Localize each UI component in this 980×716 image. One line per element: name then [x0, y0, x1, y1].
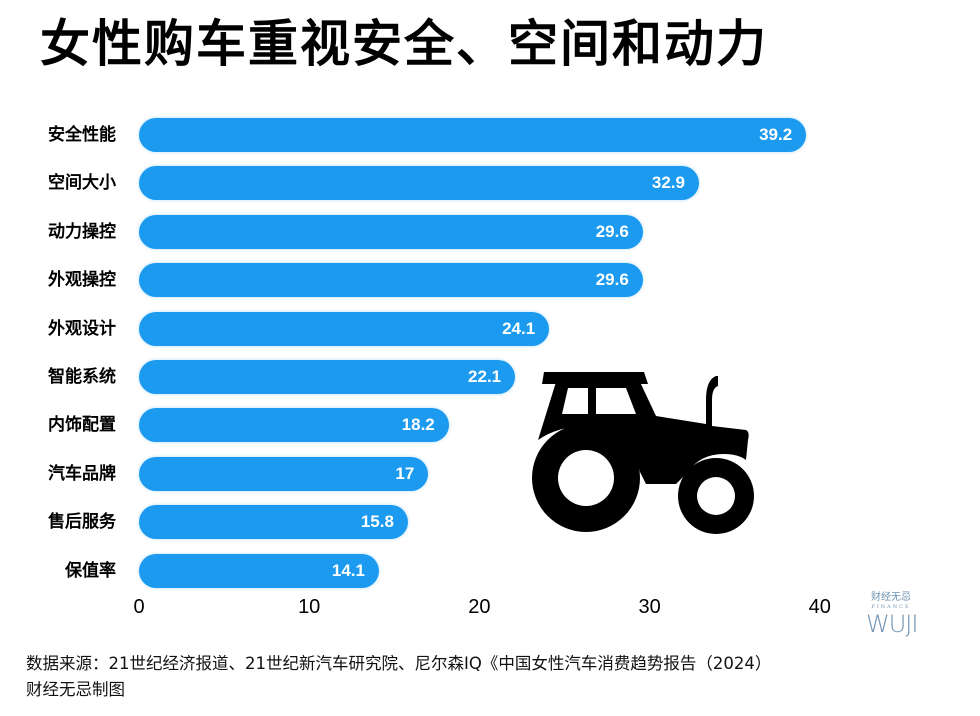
category-label: 动力操控: [48, 221, 116, 242]
bar-value-label: 32.9: [651, 173, 685, 193]
bar-value-label: 17: [395, 463, 415, 483]
bar-value-label: 29.6: [595, 270, 629, 290]
bar-row: 保值率 14.1: [0, 553, 980, 588]
chart-title: 女性购车重视安全、空间和动力: [40, 15, 768, 73]
bar-value-label: 22.1: [468, 367, 502, 386]
category-label: 外观操控: [48, 270, 116, 291]
bar-row: 外观操控 29.6: [0, 263, 980, 298]
category-label: 内饰配置: [48, 415, 116, 436]
bar: 17: [139, 456, 429, 491]
bar: 24.1: [139, 311, 550, 346]
category-label: 外观设计: [48, 318, 116, 339]
bar: 14.1: [139, 553, 379, 588]
bar-row: 外观设计 24.1: [0, 311, 980, 346]
bar-row: 汽车品牌 17: [0, 456, 980, 491]
x-axis-tick: 10: [298, 596, 321, 618]
bar-row: 智能系统 22.1: [0, 360, 980, 394]
bar: 15.8: [139, 505, 408, 540]
bar: 22.1: [139, 360, 516, 394]
category-label: 空间大小: [48, 173, 116, 194]
x-axis-tick: 0: [133, 596, 145, 618]
bar-value-label: 29.6: [595, 221, 629, 241]
bar: 32.9: [139, 166, 699, 201]
bar-row: 空间大小 32.9: [0, 166, 980, 201]
category-label: 保值率: [65, 560, 116, 581]
bar-row: 动力操控 29.6: [0, 214, 980, 249]
bar-value-label: 14.1: [331, 560, 365, 580]
credit-line: 财经无忌制图: [26, 680, 125, 699]
category-label: 汽车品牌: [48, 463, 116, 484]
wuji-logo: 财经无忌 FINANCE WUJI: [866, 592, 918, 638]
source-note: 数据来源：21世纪经济报道、21世纪新汽车研究院、尼尔森IQ《中国女性汽车消费趋…: [26, 651, 771, 703]
bar-value-label: 24.1: [502, 318, 536, 338]
bar-value-label: 39.2: [759, 125, 793, 144]
x-axis-tick: 30: [638, 596, 661, 618]
source-line: 数据来源：21世纪经济报道、21世纪新汽车研究院、尼尔森IQ《中国女性汽车消费趋…: [26, 654, 772, 673]
bar-row: 安全性能 39.2: [0, 118, 980, 152]
bar-value-label: 18.2: [401, 415, 435, 435]
x-axis-tick: 20: [468, 596, 491, 618]
x-axis-tick: 40: [808, 596, 831, 618]
bar: 18.2: [139, 408, 449, 443]
bar: 29.6: [139, 214, 643, 249]
category-label: 安全性能: [48, 125, 116, 145]
category-label: 售后服务: [48, 512, 116, 533]
bar-row: 内饰配置 18.2: [0, 408, 980, 443]
bar-value-label: 15.8: [360, 512, 394, 532]
bar: 29.6: [139, 263, 643, 298]
tractor-icon: [532, 372, 754, 534]
bar-row: 售后服务 15.8: [0, 505, 980, 540]
bar: 39.2: [139, 118, 807, 152]
category-label: 智能系统: [48, 367, 116, 387]
bar-chart: 安全性能 39.2 空间大小 32.9 动力操控 29.6 外观操控 29.6 外观设计 24.1…: [0, 118, 980, 618]
